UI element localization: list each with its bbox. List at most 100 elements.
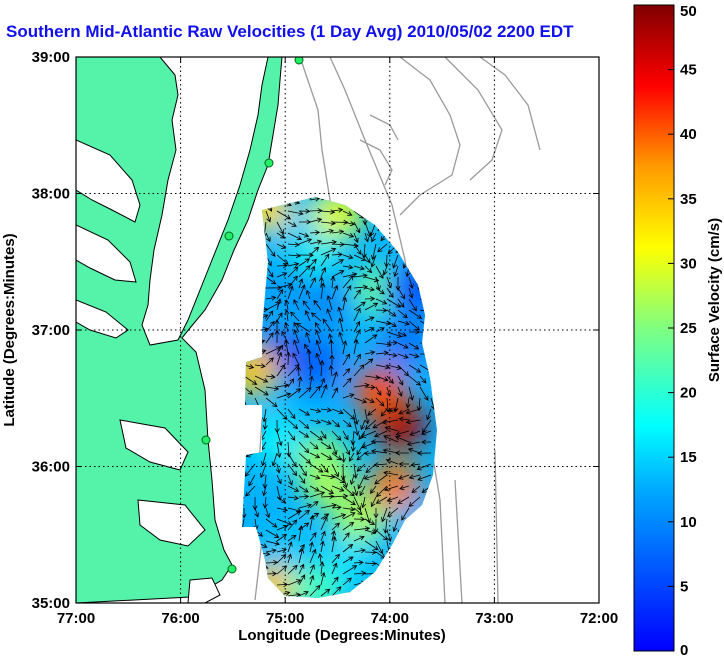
velocity-arrow xyxy=(364,358,374,366)
velocity-arrow xyxy=(375,375,389,382)
velocity-arrow xyxy=(348,452,355,462)
velocity-arrow xyxy=(309,246,320,256)
chesapeake-bay-water xyxy=(76,57,269,603)
velocity-arrow xyxy=(287,592,301,598)
velocity-arrow xyxy=(276,254,289,265)
velocity-arrow xyxy=(353,307,361,322)
velocity-arrow xyxy=(331,513,347,520)
velocity-arrow xyxy=(320,377,326,388)
velocity-arrow xyxy=(397,496,410,504)
velocity-arrow xyxy=(342,232,355,238)
velocity-arrow xyxy=(331,576,339,586)
velocity-arrow xyxy=(420,430,432,436)
velocity-arrow xyxy=(375,496,388,504)
velocity-arrow xyxy=(265,243,276,257)
colorbar-tick-label: 10 xyxy=(680,514,697,531)
velocity-arrow xyxy=(375,298,388,305)
velocity-arrow xyxy=(298,408,311,416)
velocity-arrow xyxy=(287,430,296,441)
velocity-arrow xyxy=(276,392,292,399)
velocity-arrow xyxy=(309,408,322,414)
velocity-arrow xyxy=(386,340,399,346)
velocity-arrow xyxy=(342,521,355,531)
velocity-arrow xyxy=(364,350,376,356)
velocity-arrow xyxy=(356,463,366,472)
velocity-arrow xyxy=(386,375,394,384)
x-tick-label: 73:00 xyxy=(475,610,513,627)
velocity-arrow xyxy=(382,265,388,276)
velocity-arrow xyxy=(342,340,348,355)
velocity-arrow xyxy=(331,284,339,300)
velocity-arrow xyxy=(364,540,379,551)
velocity-arrow xyxy=(364,419,377,430)
velocity-arrow xyxy=(409,430,421,436)
velocity-arrow xyxy=(265,310,274,322)
velocity-arrow xyxy=(287,221,297,227)
velocity-arrow xyxy=(287,510,302,520)
velocity-arrow xyxy=(375,529,388,541)
velocity-arrow xyxy=(331,430,342,441)
velocity-arrow xyxy=(265,232,271,243)
velocity-arrow xyxy=(320,239,338,245)
velocity-arrow xyxy=(309,258,317,267)
y-tick-label: 39:00 xyxy=(32,49,70,66)
velocity-arrow xyxy=(287,463,298,477)
velocity-arrow xyxy=(243,386,254,395)
velocity-arrow xyxy=(408,364,422,373)
velocity-arrow xyxy=(298,284,306,300)
velocity-arrow xyxy=(353,516,366,522)
velocity-arrow xyxy=(342,441,351,456)
velocity-arrow xyxy=(338,331,344,344)
velocity-arrow xyxy=(370,254,377,268)
velocity-arrow xyxy=(309,419,322,425)
velocity-arrow xyxy=(353,221,361,234)
velocity-arrow xyxy=(382,448,399,454)
velocity-arrow xyxy=(276,534,288,542)
velocity-arrow xyxy=(298,574,306,586)
velocity-arrow xyxy=(284,299,290,311)
velocity-arrow xyxy=(331,207,344,213)
velocity-arrow xyxy=(375,265,384,279)
velocity-arrow xyxy=(262,419,268,431)
velocity-arrow xyxy=(364,221,372,238)
velocity-arrow xyxy=(375,287,385,295)
velocity-arrow xyxy=(356,441,366,456)
velocity-arrow xyxy=(298,232,310,238)
y-tick-label: 35:00 xyxy=(32,595,70,612)
velocity-arrow xyxy=(292,352,300,366)
velocity-arrow xyxy=(298,208,311,214)
velocity-arrow xyxy=(298,430,310,438)
velocity-arrow xyxy=(298,252,314,258)
velocity-arrow xyxy=(319,561,325,575)
velocity-arrow xyxy=(397,320,410,326)
velocity-arrow xyxy=(408,276,414,289)
velocity-arrow xyxy=(320,494,335,500)
velocity-arrow xyxy=(364,384,376,390)
velocity-arrow xyxy=(399,485,410,491)
velocity-arrow xyxy=(309,500,319,509)
velocity-arrow xyxy=(265,507,271,519)
velocity-arrow xyxy=(342,506,356,512)
velocity-arrow xyxy=(276,441,282,459)
radar-station-marker xyxy=(201,435,211,445)
velocity-arrow xyxy=(405,408,421,415)
velocity-arrow xyxy=(287,285,294,300)
velocity-arrow xyxy=(342,284,352,300)
velocity-arrow xyxy=(309,474,321,480)
velocity-arrow xyxy=(353,548,366,554)
velocity-arrow xyxy=(298,509,310,520)
velocity-arrow xyxy=(309,491,326,498)
velocity-arrow xyxy=(375,397,385,407)
velocity-arrow xyxy=(397,331,407,337)
velocity-arrow xyxy=(252,496,258,511)
velocity-arrow xyxy=(342,512,356,520)
velocity-arrow xyxy=(353,419,360,436)
velocity-arrow xyxy=(254,507,260,518)
velocity-arrow xyxy=(373,462,388,468)
velocity-arrow xyxy=(326,294,333,311)
velocity-arrow xyxy=(375,350,389,356)
velocity-arrow xyxy=(353,526,371,532)
velocity-arrow xyxy=(265,332,274,344)
velocity-arrow xyxy=(309,514,315,531)
